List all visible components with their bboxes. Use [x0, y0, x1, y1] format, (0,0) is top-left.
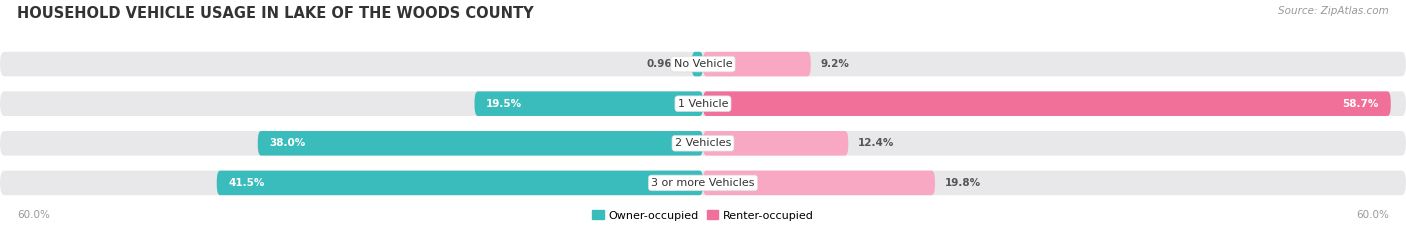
FancyBboxPatch shape [0, 52, 1406, 76]
Text: Source: ZipAtlas.com: Source: ZipAtlas.com [1278, 6, 1389, 16]
Text: 1 Vehicle: 1 Vehicle [678, 99, 728, 109]
FancyBboxPatch shape [217, 171, 703, 195]
Text: 9.2%: 9.2% [820, 59, 849, 69]
Text: 38.0%: 38.0% [270, 138, 305, 148]
Legend: Owner-occupied, Renter-occupied: Owner-occupied, Renter-occupied [588, 206, 818, 225]
Text: 0.96%: 0.96% [647, 59, 682, 69]
Text: 58.7%: 58.7% [1343, 99, 1379, 109]
FancyBboxPatch shape [0, 131, 1406, 156]
FancyBboxPatch shape [475, 91, 703, 116]
Text: 60.0%: 60.0% [17, 210, 49, 220]
FancyBboxPatch shape [703, 131, 848, 156]
Text: 41.5%: 41.5% [229, 178, 264, 188]
Text: 12.4%: 12.4% [858, 138, 894, 148]
FancyBboxPatch shape [692, 52, 703, 76]
FancyBboxPatch shape [703, 91, 1391, 116]
Text: 19.5%: 19.5% [486, 99, 523, 109]
Text: 60.0%: 60.0% [1357, 210, 1389, 220]
Text: HOUSEHOLD VEHICLE USAGE IN LAKE OF THE WOODS COUNTY: HOUSEHOLD VEHICLE USAGE IN LAKE OF THE W… [17, 6, 533, 21]
FancyBboxPatch shape [0, 91, 1406, 116]
FancyBboxPatch shape [0, 171, 1406, 195]
FancyBboxPatch shape [257, 131, 703, 156]
Text: 2 Vehicles: 2 Vehicles [675, 138, 731, 148]
Text: 3 or more Vehicles: 3 or more Vehicles [651, 178, 755, 188]
Text: 19.8%: 19.8% [945, 178, 980, 188]
FancyBboxPatch shape [703, 52, 811, 76]
Text: No Vehicle: No Vehicle [673, 59, 733, 69]
FancyBboxPatch shape [703, 171, 935, 195]
